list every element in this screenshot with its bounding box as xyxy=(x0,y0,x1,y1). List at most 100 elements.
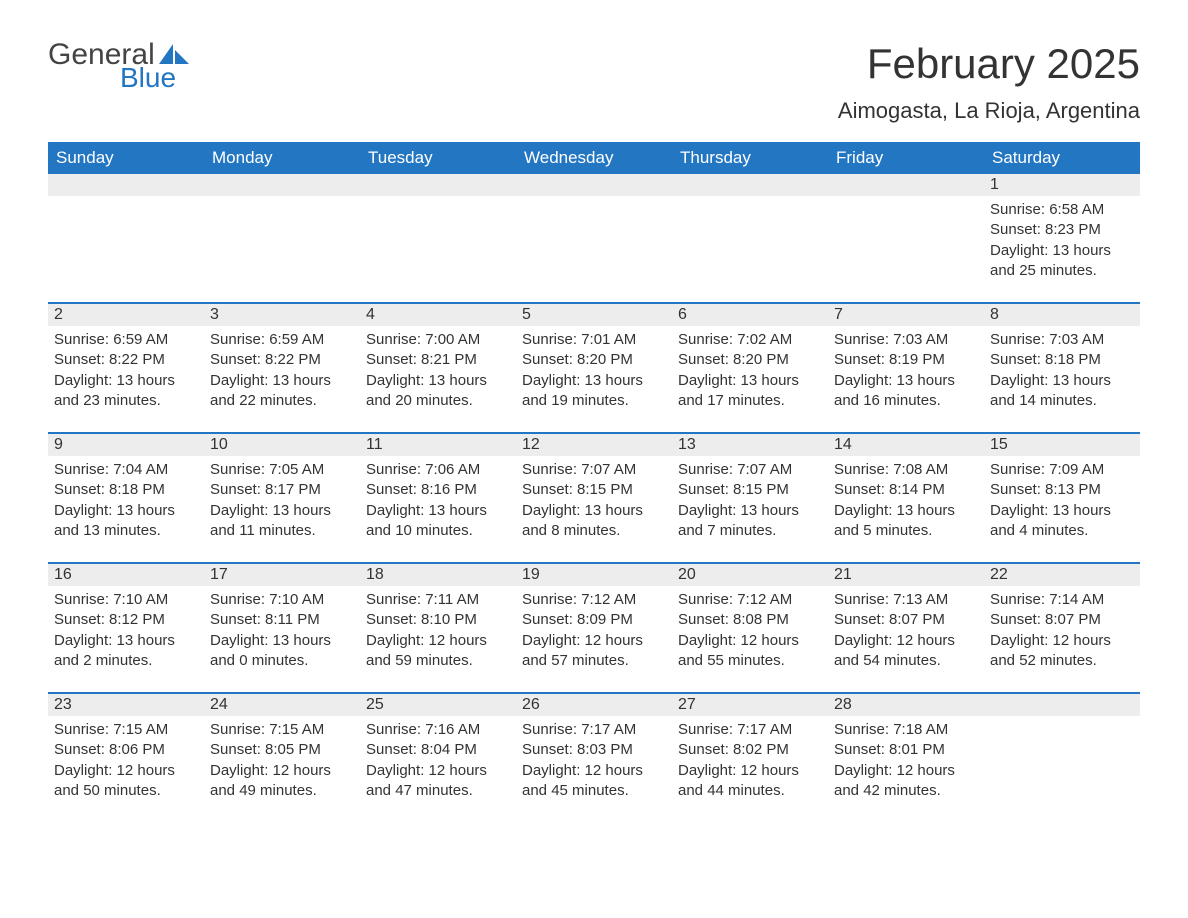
month-title: February 2025 xyxy=(838,40,1140,88)
sunrise-text: Sunrise: 7:00 AM xyxy=(366,330,510,350)
sunset-text: Sunset: 8:22 PM xyxy=(210,350,354,370)
day-details: Sunrise: 7:17 AMSunset: 8:02 PMDaylight:… xyxy=(672,716,828,809)
day-details: Sunrise: 7:15 AMSunset: 8:06 PMDaylight:… xyxy=(48,716,204,809)
sunrise-text: Sunrise: 7:01 AM xyxy=(522,330,666,350)
calendar-cell: 15Sunrise: 7:09 AMSunset: 8:13 PMDayligh… xyxy=(984,434,1140,562)
day-details: Sunrise: 6:58 AMSunset: 8:23 PMDaylight:… xyxy=(984,196,1140,289)
sunset-text: Sunset: 8:11 PM xyxy=(210,610,354,630)
calendar-cell: 28Sunrise: 7:18 AMSunset: 8:01 PMDayligh… xyxy=(828,694,984,822)
sunrise-text: Sunrise: 7:06 AM xyxy=(366,460,510,480)
daylight-text: Daylight: 12 hours and 49 minutes. xyxy=(210,761,354,802)
calendar-cell: 16Sunrise: 7:10 AMSunset: 8:12 PMDayligh… xyxy=(48,564,204,692)
day-number: 5 xyxy=(516,304,672,326)
calendar-cell xyxy=(516,174,672,302)
sunrise-text: Sunrise: 7:17 AM xyxy=(522,720,666,740)
day-number: 16 xyxy=(48,564,204,586)
day-header-row: SundayMondayTuesdayWednesdayThursdayFrid… xyxy=(48,142,1140,174)
day-number: 13 xyxy=(672,434,828,456)
day-details: Sunrise: 7:17 AMSunset: 8:03 PMDaylight:… xyxy=(516,716,672,809)
calendar-cell: 14Sunrise: 7:08 AMSunset: 8:14 PMDayligh… xyxy=(828,434,984,562)
day-header: Tuesday xyxy=(360,142,516,174)
day-number: 7 xyxy=(828,304,984,326)
daylight-text: Daylight: 13 hours and 16 minutes. xyxy=(834,371,978,412)
day-number: 2 xyxy=(48,304,204,326)
calendar-cell: 2Sunrise: 6:59 AMSunset: 8:22 PMDaylight… xyxy=(48,304,204,432)
daylight-text: Daylight: 12 hours and 54 minutes. xyxy=(834,631,978,672)
day-details: Sunrise: 7:02 AMSunset: 8:20 PMDaylight:… xyxy=(672,326,828,419)
calendar-cell: 24Sunrise: 7:15 AMSunset: 8:05 PMDayligh… xyxy=(204,694,360,822)
location-label: Aimogasta, La Rioja, Argentina xyxy=(838,98,1140,124)
calendar-cell xyxy=(672,174,828,302)
day-header: Thursday xyxy=(672,142,828,174)
calendar-cell: 27Sunrise: 7:17 AMSunset: 8:02 PMDayligh… xyxy=(672,694,828,822)
calendar-cell: 4Sunrise: 7:00 AMSunset: 8:21 PMDaylight… xyxy=(360,304,516,432)
sunrise-text: Sunrise: 7:17 AM xyxy=(678,720,822,740)
sunrise-text: Sunrise: 6:59 AM xyxy=(54,330,198,350)
calendar-cell: 20Sunrise: 7:12 AMSunset: 8:08 PMDayligh… xyxy=(672,564,828,692)
calendar-cell xyxy=(828,174,984,302)
sunrise-text: Sunrise: 7:03 AM xyxy=(990,330,1134,350)
sunset-text: Sunset: 8:15 PM xyxy=(678,480,822,500)
day-details: Sunrise: 7:03 AMSunset: 8:18 PMDaylight:… xyxy=(984,326,1140,419)
sunset-text: Sunset: 8:15 PM xyxy=(522,480,666,500)
title-block: February 2025 Aimogasta, La Rioja, Argen… xyxy=(838,40,1140,124)
daylight-text: Daylight: 13 hours and 7 minutes. xyxy=(678,501,822,542)
sunrise-text: Sunrise: 7:12 AM xyxy=(522,590,666,610)
day-header: Monday xyxy=(204,142,360,174)
logo-text-blue: Blue xyxy=(120,64,189,92)
day-number: 12 xyxy=(516,434,672,456)
day-number: 10 xyxy=(204,434,360,456)
sunrise-text: Sunrise: 7:11 AM xyxy=(366,590,510,610)
day-details: Sunrise: 7:16 AMSunset: 8:04 PMDaylight:… xyxy=(360,716,516,809)
calendar: SundayMondayTuesdayWednesdayThursdayFrid… xyxy=(48,142,1140,822)
day-details: Sunrise: 7:09 AMSunset: 8:13 PMDaylight:… xyxy=(984,456,1140,549)
day-number: 28 xyxy=(828,694,984,716)
daylight-text: Daylight: 13 hours and 13 minutes. xyxy=(54,501,198,542)
week-row: 9Sunrise: 7:04 AMSunset: 8:18 PMDaylight… xyxy=(48,432,1140,562)
daylight-text: Daylight: 13 hours and 11 minutes. xyxy=(210,501,354,542)
sunset-text: Sunset: 8:14 PM xyxy=(834,480,978,500)
day-number: 21 xyxy=(828,564,984,586)
day-number xyxy=(828,174,984,196)
day-number: 20 xyxy=(672,564,828,586)
day-details: Sunrise: 7:07 AMSunset: 8:15 PMDaylight:… xyxy=(672,456,828,549)
calendar-cell xyxy=(48,174,204,302)
daylight-text: Daylight: 12 hours and 42 minutes. xyxy=(834,761,978,802)
calendar-cell: 17Sunrise: 7:10 AMSunset: 8:11 PMDayligh… xyxy=(204,564,360,692)
week-row: 23Sunrise: 7:15 AMSunset: 8:06 PMDayligh… xyxy=(48,692,1140,822)
sunrise-text: Sunrise: 7:07 AM xyxy=(522,460,666,480)
day-number xyxy=(48,174,204,196)
daylight-text: Daylight: 13 hours and 25 minutes. xyxy=(990,241,1134,282)
day-details: Sunrise: 7:11 AMSunset: 8:10 PMDaylight:… xyxy=(360,586,516,679)
sunset-text: Sunset: 8:20 PM xyxy=(678,350,822,370)
sunrise-text: Sunrise: 7:10 AM xyxy=(210,590,354,610)
sunset-text: Sunset: 8:23 PM xyxy=(990,220,1134,240)
day-details: Sunrise: 7:15 AMSunset: 8:05 PMDaylight:… xyxy=(204,716,360,809)
calendar-cell xyxy=(360,174,516,302)
daylight-text: Daylight: 13 hours and 23 minutes. xyxy=(54,371,198,412)
day-details: Sunrise: 7:01 AMSunset: 8:20 PMDaylight:… xyxy=(516,326,672,419)
day-number xyxy=(360,174,516,196)
daylight-text: Daylight: 12 hours and 52 minutes. xyxy=(990,631,1134,672)
calendar-cell xyxy=(984,694,1140,822)
calendar-cell: 19Sunrise: 7:12 AMSunset: 8:09 PMDayligh… xyxy=(516,564,672,692)
day-number: 22 xyxy=(984,564,1140,586)
day-details: Sunrise: 7:18 AMSunset: 8:01 PMDaylight:… xyxy=(828,716,984,809)
calendar-cell: 21Sunrise: 7:13 AMSunset: 8:07 PMDayligh… xyxy=(828,564,984,692)
day-number: 6 xyxy=(672,304,828,326)
day-number: 25 xyxy=(360,694,516,716)
daylight-text: Daylight: 13 hours and 5 minutes. xyxy=(834,501,978,542)
sunrise-text: Sunrise: 7:15 AM xyxy=(210,720,354,740)
daylight-text: Daylight: 13 hours and 14 minutes. xyxy=(990,371,1134,412)
calendar-cell: 23Sunrise: 7:15 AMSunset: 8:06 PMDayligh… xyxy=(48,694,204,822)
sunset-text: Sunset: 8:06 PM xyxy=(54,740,198,760)
sunset-text: Sunset: 8:18 PM xyxy=(54,480,198,500)
sunset-text: Sunset: 8:20 PM xyxy=(522,350,666,370)
sunrise-text: Sunrise: 7:02 AM xyxy=(678,330,822,350)
daylight-text: Daylight: 13 hours and 20 minutes. xyxy=(366,371,510,412)
daylight-text: Daylight: 12 hours and 55 minutes. xyxy=(678,631,822,672)
sunrise-text: Sunrise: 7:18 AM xyxy=(834,720,978,740)
sunset-text: Sunset: 8:18 PM xyxy=(990,350,1134,370)
sunset-text: Sunset: 8:19 PM xyxy=(834,350,978,370)
sunset-text: Sunset: 8:16 PM xyxy=(366,480,510,500)
